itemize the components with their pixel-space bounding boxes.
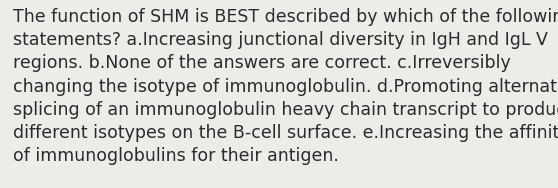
Text: The function of SHM is BEST described by which of the following: The function of SHM is BEST described by… xyxy=(13,8,558,26)
Text: of immunoglobulins for their antigen.: of immunoglobulins for their antigen. xyxy=(13,147,339,165)
Text: different isotypes on the B-cell surface. e.Increasing the affinity: different isotypes on the B-cell surface… xyxy=(13,124,558,142)
Text: regions. b.None of the answers are correct. c.Irreversibly: regions. b.None of the answers are corre… xyxy=(13,54,511,72)
Text: statements? a.Increasing junctional diversity in IgH and IgL V: statements? a.Increasing junctional dive… xyxy=(13,31,548,49)
Text: splicing of an immunoglobulin heavy chain transcript to produce: splicing of an immunoglobulin heavy chai… xyxy=(13,101,558,119)
Text: changing the isotype of immunoglobulin. d.Promoting alternative: changing the isotype of immunoglobulin. … xyxy=(13,78,558,96)
